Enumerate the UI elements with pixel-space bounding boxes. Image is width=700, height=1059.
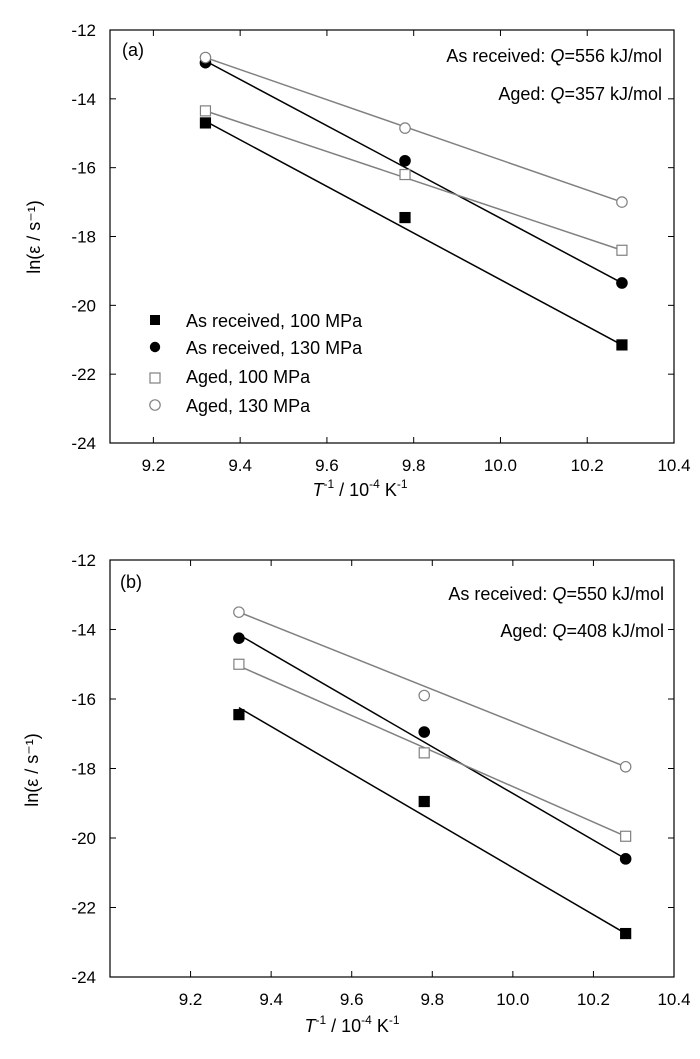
x-tick-label: 9.8 bbox=[402, 456, 426, 475]
legend-marker-open-square bbox=[149, 372, 161, 384]
legend-marker-filled-square bbox=[150, 315, 160, 325]
x-tick-label: 9.2 bbox=[179, 990, 203, 1009]
x-tick-label: 9.6 bbox=[315, 456, 339, 475]
x-tick-label: 10.4 bbox=[657, 990, 690, 1009]
y-tick-label: -14 bbox=[71, 90, 96, 109]
data-point bbox=[619, 760, 632, 773]
data-point bbox=[233, 709, 245, 721]
y-tick-label: -22 bbox=[71, 899, 96, 918]
legend-label-4: Aged, 130 MPa bbox=[186, 396, 311, 416]
y-tick-label: -18 bbox=[71, 760, 96, 779]
y-tick-label: -12 bbox=[71, 21, 96, 40]
panel-b-points bbox=[233, 606, 632, 940]
data-point bbox=[616, 244, 628, 256]
data-point bbox=[233, 606, 245, 618]
panel-a-legend: As received, 100 MPa As received, 130 MP… bbox=[149, 311, 363, 416]
fit-line bbox=[205, 60, 623, 284]
x-tick-label: 10.4 bbox=[657, 456, 690, 475]
x-tick-label: 10.2 bbox=[577, 990, 610, 1009]
panel-b-fit-lines bbox=[238, 611, 627, 935]
panel-b-ticks bbox=[110, 559, 675, 978]
data-point bbox=[616, 196, 628, 208]
y-tick-label: -22 bbox=[71, 365, 96, 384]
data-point bbox=[233, 658, 245, 670]
data-point bbox=[619, 853, 632, 865]
y-tick-label: -20 bbox=[71, 296, 96, 315]
data-point bbox=[418, 795, 430, 808]
x-tick-label: 10.0 bbox=[484, 456, 517, 475]
data-point bbox=[399, 211, 411, 224]
legend-marker-filled-circle bbox=[149, 341, 161, 353]
y-tick-label: -24 bbox=[71, 434, 96, 453]
panel-a-annotation-2: Aged: Q=357 kJ/mol bbox=[498, 84, 662, 104]
fit-line bbox=[205, 56, 623, 203]
data-point bbox=[233, 632, 245, 644]
y-tick-label: -18 bbox=[71, 228, 96, 247]
x-tick-label: 10.0 bbox=[496, 990, 529, 1009]
x-tick-label: 9.2 bbox=[142, 456, 166, 475]
fit-line bbox=[205, 110, 623, 251]
panel-a-annotation-1: As received: Q=556 kJ/mol bbox=[446, 46, 662, 66]
panel-b-x-axis-label: T-1 / 10-4 K-1 bbox=[304, 1013, 399, 1036]
panel-a-label: (a) bbox=[122, 40, 144, 60]
panel-b-annotation-2: Aged: Q=408 kJ/mol bbox=[500, 621, 664, 641]
x-tick-label: 9.4 bbox=[228, 456, 252, 475]
y-tick-label: -14 bbox=[71, 621, 96, 640]
data-point bbox=[418, 689, 431, 702]
fit-line bbox=[238, 707, 627, 935]
y-tick-label: -16 bbox=[71, 159, 96, 178]
data-point bbox=[199, 51, 212, 64]
panel-a-tick-labels: 9.2 9.4 9.6 9.8 10.0 10.2 10.4 -12 -14 -16 -18 -20 -… bbox=[71, 21, 690, 475]
legend-label-1: As received, 100 MPa bbox=[186, 311, 363, 331]
fit-line bbox=[238, 634, 627, 860]
fit-line bbox=[205, 120, 623, 346]
y-tick-label: -20 bbox=[71, 829, 96, 848]
panel-a-fit-lines bbox=[205, 56, 623, 346]
data-point bbox=[616, 339, 628, 351]
panel-b-annotation-1: As received: Q=550 kJ/mol bbox=[448, 584, 664, 604]
legend-label-3: Aged, 100 MPa bbox=[186, 367, 311, 387]
data-point bbox=[620, 927, 632, 940]
x-tick-label: 9.8 bbox=[420, 990, 444, 1009]
panel-b-label: (b) bbox=[120, 572, 142, 592]
panel-a-y-axis-label: ln(ε / s⁻¹) bbox=[24, 200, 44, 274]
panel-b-y-axis-label: ln(ε / s⁻¹) bbox=[22, 733, 42, 807]
panel-b: 9.2 9.4 9.6 9.8 10.0 10.2 10.4 -12 -14 -16 -18 -20 -… bbox=[22, 551, 691, 1036]
data-point bbox=[199, 117, 212, 129]
panel-a: 9.2 9.4 9.6 9.8 10.0 10.2 10.4 -12 -14 -16 -18 -20 -… bbox=[24, 21, 691, 500]
legend-label-2: As received, 130 MPa bbox=[186, 338, 363, 358]
panel-a-ticks bbox=[110, 29, 675, 444]
panel-a-points bbox=[199, 51, 628, 351]
data-point bbox=[620, 830, 632, 842]
y-tick-label: -12 bbox=[71, 551, 96, 570]
panel-b-tick-labels: 9.2 9.4 9.6 9.8 10.0 10.2 10.4 -12 -14 -16 -18 -20 -… bbox=[71, 551, 690, 1009]
fit-line bbox=[238, 611, 626, 768]
data-point bbox=[199, 105, 212, 117]
data-point bbox=[399, 168, 411, 181]
panel-a-x-axis-label: T-1 / 10-4 K-1 bbox=[312, 477, 407, 500]
x-tick-label: 9.4 bbox=[259, 990, 283, 1009]
data-point bbox=[616, 277, 628, 289]
x-tick-label: 10.2 bbox=[571, 456, 604, 475]
data-point bbox=[399, 154, 411, 167]
legend-marker-open-circle bbox=[149, 399, 161, 411]
data-point bbox=[418, 726, 431, 738]
y-tick-label: -16 bbox=[71, 690, 96, 709]
data-point bbox=[399, 122, 411, 134]
x-tick-label: 9.6 bbox=[340, 990, 364, 1009]
data-point bbox=[418, 747, 430, 759]
y-tick-label: -24 bbox=[71, 968, 96, 987]
fit-line bbox=[238, 665, 626, 837]
